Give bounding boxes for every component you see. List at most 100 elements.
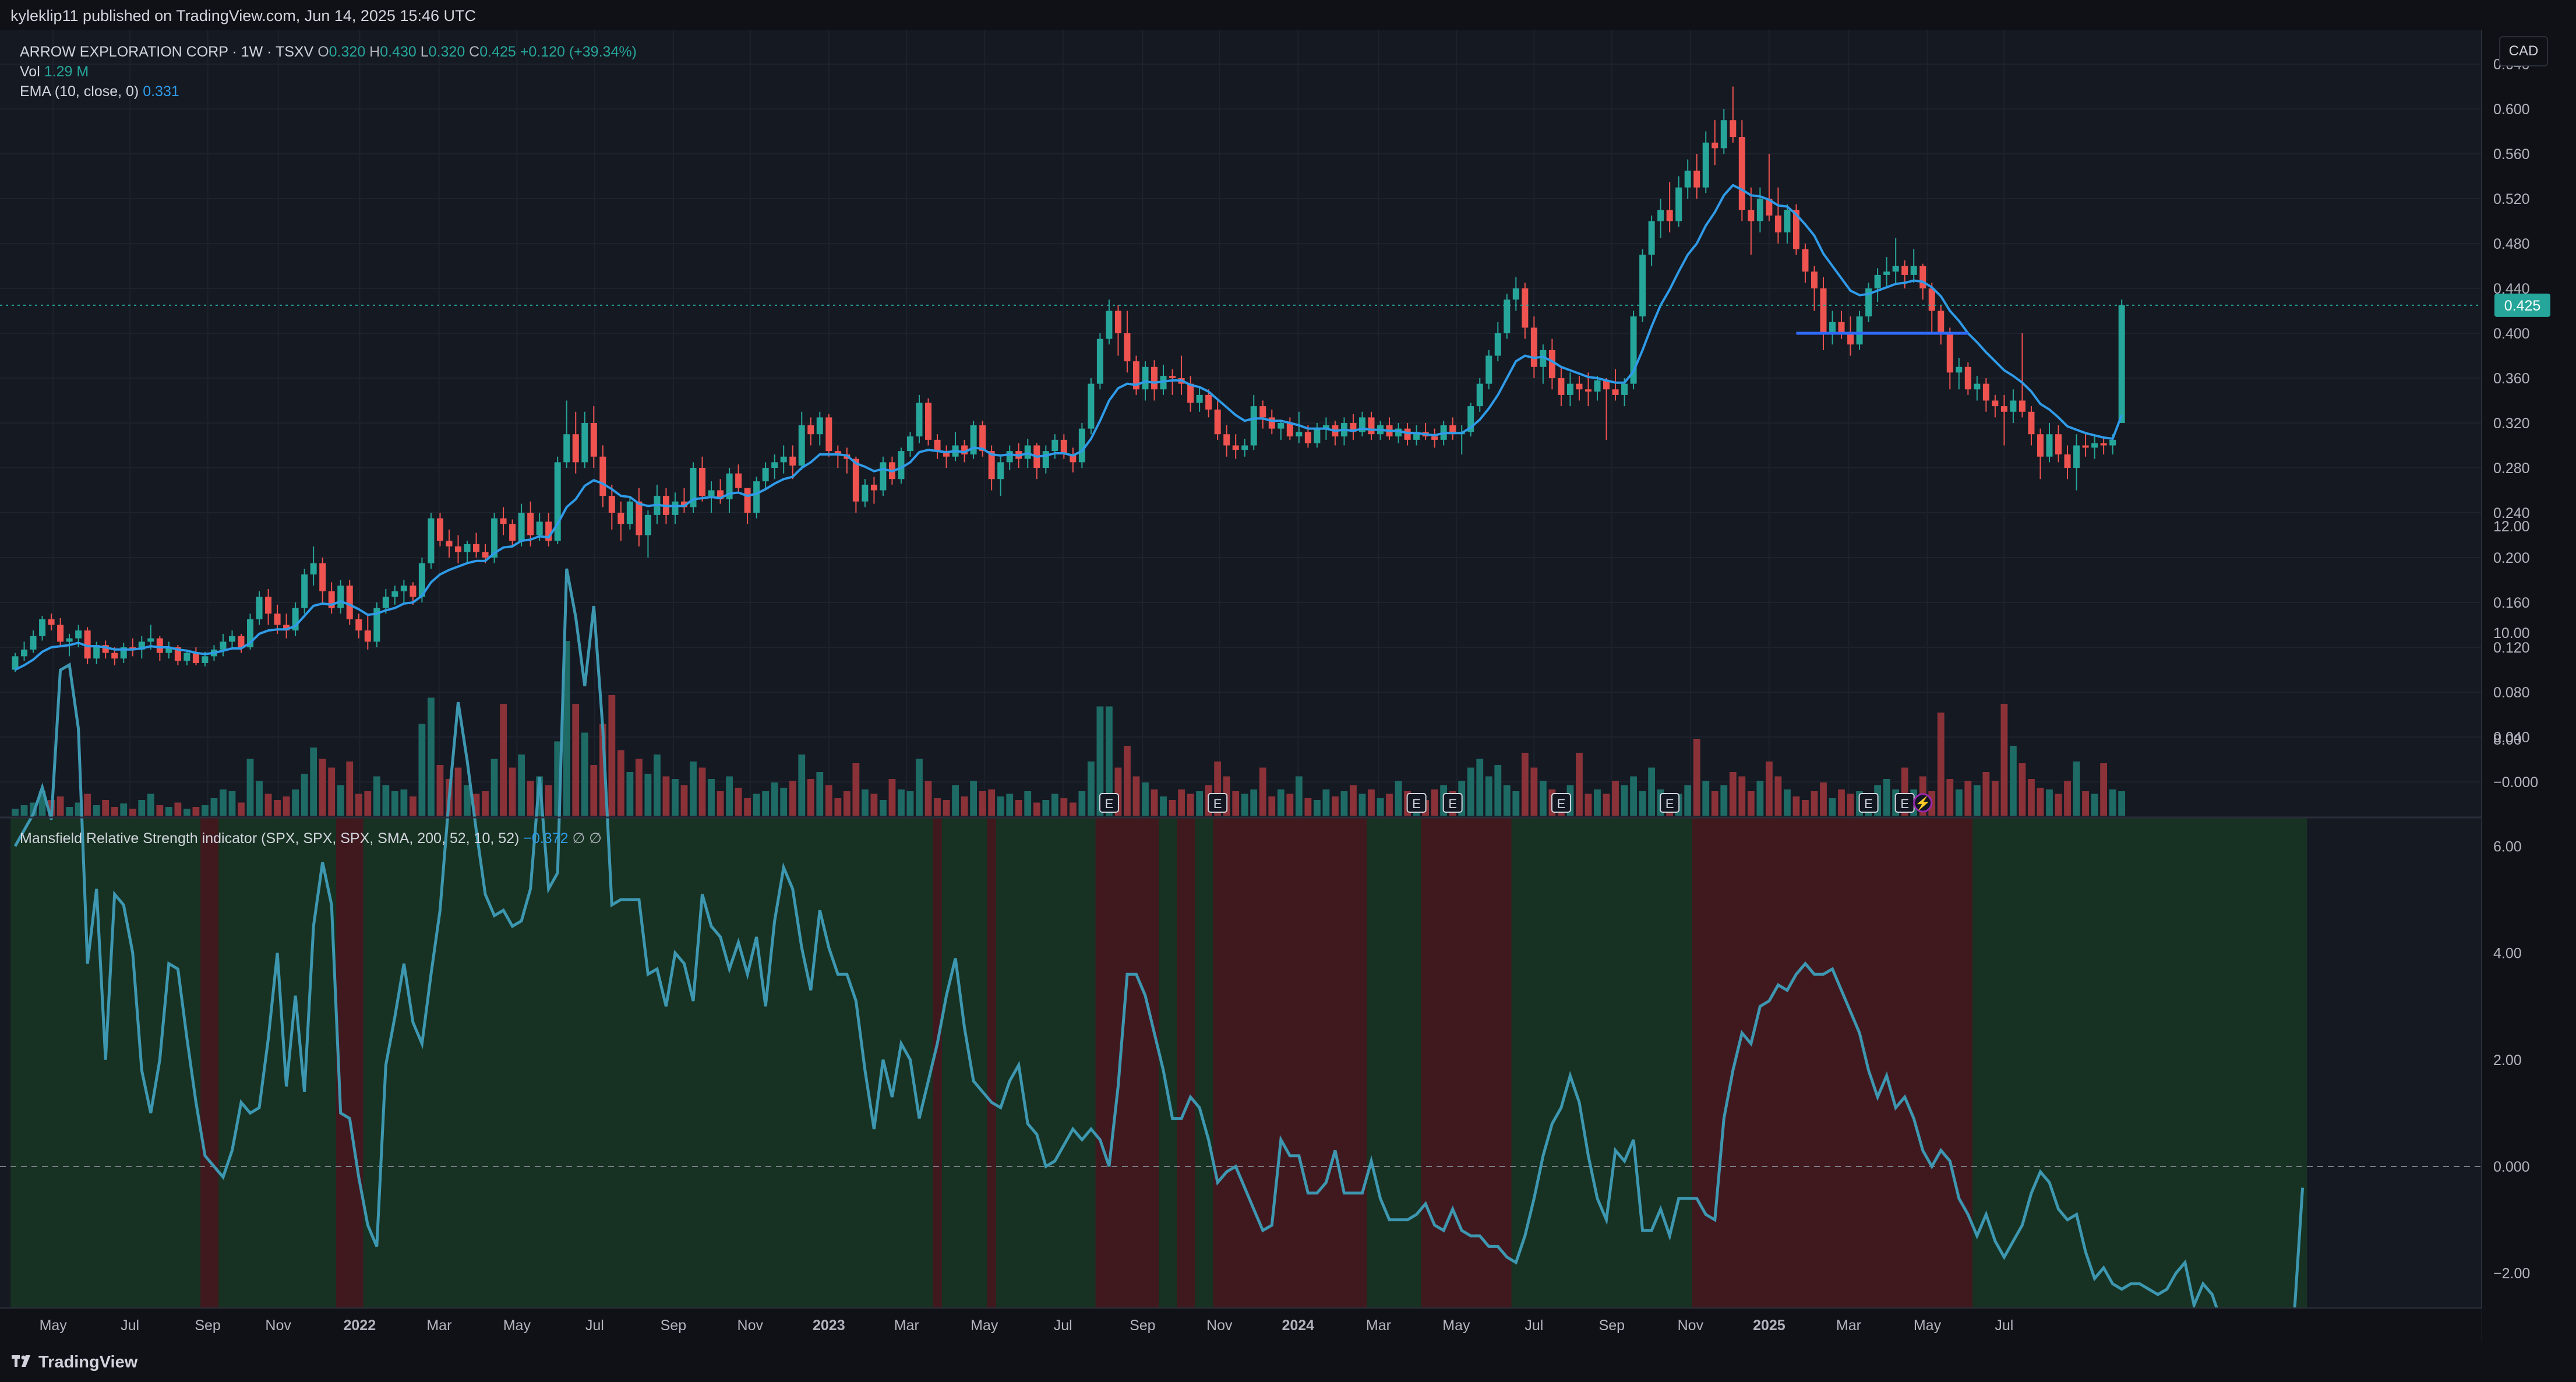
time-axis-label: Jul (1995, 1317, 2013, 1334)
candle-body (1322, 425, 1329, 429)
volume-bar (382, 785, 390, 816)
volume-bar (2064, 781, 2071, 816)
volume-bar (1585, 794, 1592, 816)
volume-bar (1982, 772, 1990, 816)
candle-body (1250, 406, 1257, 446)
rs-bg-red (1439, 818, 1512, 1307)
time-axis-label: Jul (1054, 1317, 1072, 1334)
volume-label[interactable]: Vol (20, 64, 40, 80)
candle-body (636, 501, 643, 535)
volume-bar (1784, 789, 1791, 816)
volume-bar (599, 724, 606, 816)
volume-bar (1368, 789, 1375, 816)
candle-body (1748, 210, 1755, 221)
candle-body (1648, 221, 1655, 255)
volume-bar (1241, 794, 1248, 816)
candle-body (970, 425, 977, 454)
candle-body (1639, 255, 1646, 317)
candle-body (699, 468, 706, 496)
candle-body (111, 653, 118, 659)
volume-bar (1124, 746, 1131, 816)
candle-body (2073, 445, 2080, 468)
candle-body (418, 563, 425, 597)
volume-bar (1431, 789, 1438, 816)
candle-body (1504, 299, 1511, 333)
open-value: 0.320 (329, 44, 366, 60)
candle-body (717, 490, 724, 499)
candle-body (1314, 428, 1321, 443)
volume-bar (246, 759, 254, 816)
candle-body (1106, 311, 1113, 339)
rs-bg-red (200, 818, 219, 1307)
volume-bar (156, 805, 164, 816)
volume-bar (654, 755, 661, 816)
volume-bar (1684, 785, 1692, 816)
time-axis-label: Jul (1525, 1317, 1543, 1334)
candle-body (265, 597, 272, 614)
earnings-marker (1406, 793, 1427, 813)
volume-bar (1132, 776, 1140, 816)
rs-axis-label: 2.00 (2493, 1052, 2522, 1069)
time-axis-label: Sep (1599, 1317, 1625, 1334)
candle-body (283, 625, 290, 631)
volume-bar (174, 802, 182, 816)
volume-bar (672, 779, 679, 816)
volume-bar (409, 796, 417, 816)
volume-bar (12, 809, 19, 816)
candle-body (545, 521, 552, 541)
volume-bar (1811, 791, 1818, 816)
candle-body (1114, 311, 1121, 333)
volume-bar (1738, 776, 1746, 816)
symbol-label[interactable]: ARROW EXPLORATION CORP · 1W · TSXV (20, 44, 314, 60)
earnings-marker-label: E (1105, 796, 1114, 811)
candle-body (2000, 406, 2007, 412)
volume-bar (762, 791, 770, 816)
candle-body (382, 597, 389, 608)
candle-body (1566, 383, 1573, 395)
earnings-marker-label: E (1900, 796, 1909, 811)
volume-bar (1087, 761, 1095, 816)
candle-body (1431, 436, 1438, 440)
candle-body (1187, 383, 1194, 403)
candle-body (1350, 423, 1357, 432)
volume-bar (129, 809, 136, 816)
indicator-legend[interactable]: Mansfield Relative Strength indicator (S… (20, 830, 602, 847)
candle-body (1919, 266, 1926, 288)
candle-body (672, 501, 679, 515)
volume-bar (1621, 785, 1628, 816)
volume-bar (1774, 776, 1782, 816)
currency-button[interactable]: CAD (2499, 36, 2548, 66)
candle-body (2019, 400, 2025, 412)
volume-bar (1386, 794, 1393, 816)
time-axis-label: Nov (737, 1317, 764, 1334)
candle-body (572, 434, 579, 463)
candle-body (138, 641, 145, 650)
candle-body (102, 645, 109, 653)
candle-body (680, 501, 687, 507)
candle-body (301, 574, 308, 608)
volume-bar (2082, 791, 2089, 816)
candle-body (1558, 378, 1565, 395)
candle-body (1928, 288, 1935, 311)
volume-bar (138, 800, 146, 816)
volume-bar (870, 794, 878, 816)
candle-body (1910, 266, 1917, 275)
rs-axis-label: 0.000 (2493, 1159, 2530, 1175)
time-axis-label: 2023 (813, 1317, 845, 1334)
candle-body (473, 544, 480, 552)
candle-body (1142, 366, 1149, 390)
candle-body (500, 518, 507, 524)
volume-bar (509, 767, 516, 816)
time-axis-bg (0, 1308, 2482, 1341)
volume-bar (84, 794, 91, 816)
price-axis-label: −0.000 (2493, 774, 2538, 791)
candle-body (274, 614, 281, 625)
candle-body (1006, 451, 1013, 463)
time-axis-label: Sep (1130, 1317, 1155, 1334)
volume-bar (400, 789, 408, 816)
candle-body (898, 451, 905, 480)
time-axis-label: Jul (585, 1317, 604, 1334)
ema-label[interactable]: EMA (10, close, 0) (20, 83, 139, 100)
chart-legend: ARROW EXPLORATION CORP · 1W · TSXV O0.32… (20, 42, 637, 101)
